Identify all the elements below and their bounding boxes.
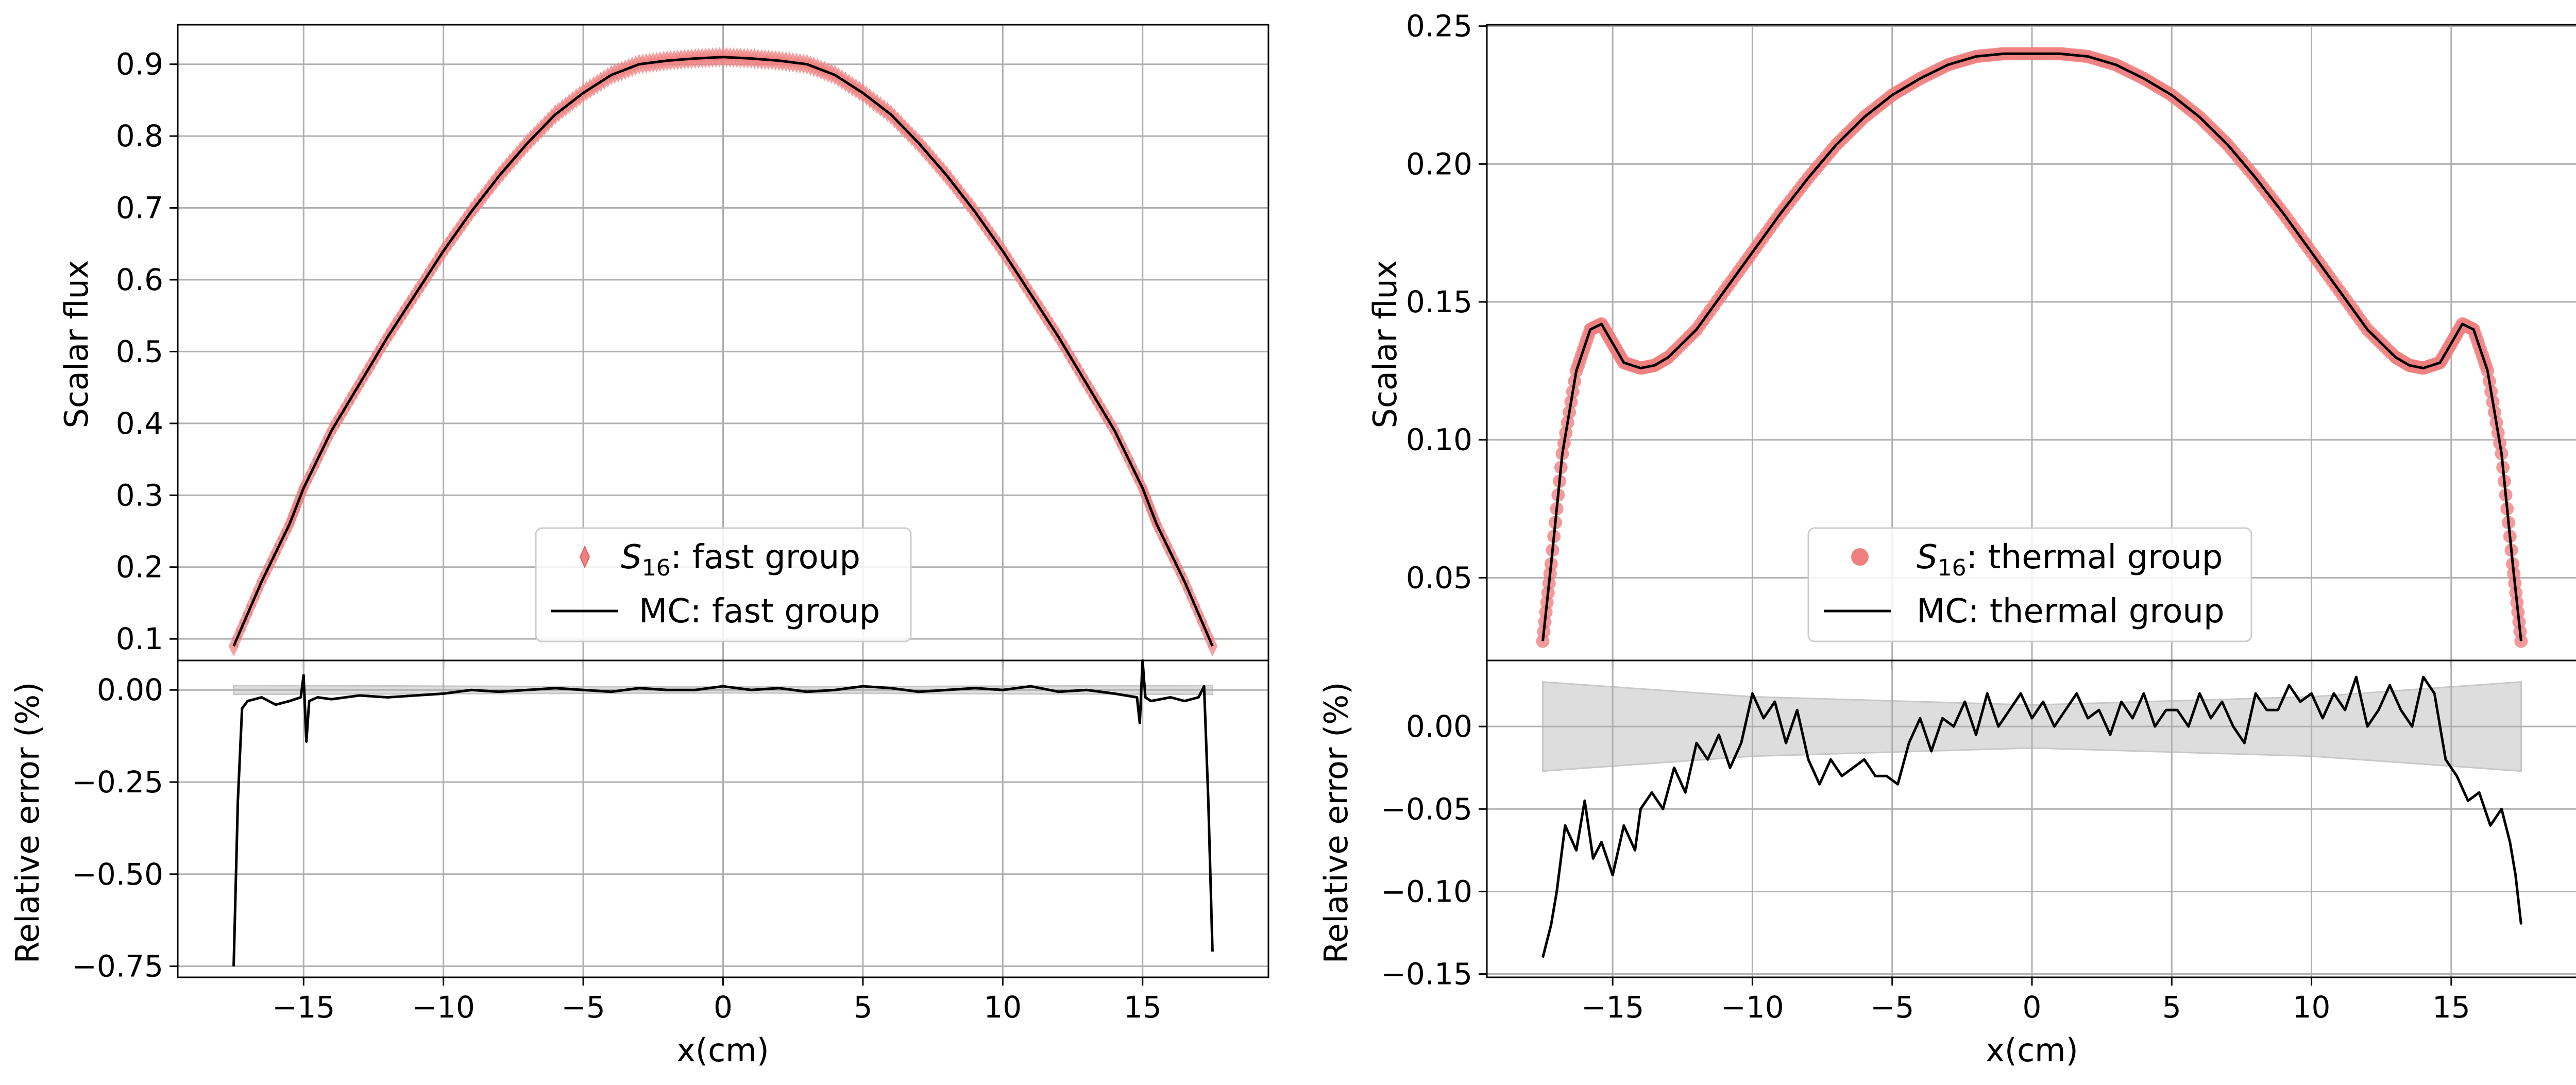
thermal-error-ytick-label: 0.00 [1406, 709, 1472, 744]
thermal-error-xlabel: x(cm) [1986, 1031, 2078, 1069]
fast-error-xtick-label: 10 [984, 990, 1022, 1025]
thermal-error-ytick-label: −0.10 [1381, 874, 1472, 909]
thermal-flux-ylabel: Scalar flux [1366, 260, 1404, 429]
thermal-flux-ytick-label: 0.10 [1406, 422, 1472, 457]
thermal-flux-legend-label-s16: S16: thermal group [1917, 538, 2223, 581]
fast-error-panel: −15 −10 −5 0 5 10 15 0.00 −0.25 −0.50 −0.75 Relati… [9, 659, 1269, 1069]
fast-error-ylabel: Relative error (%) [9, 682, 46, 964]
fast-flux-ytick-label: 0.5 [116, 334, 163, 369]
thermal-flux-ytick-label: 0.20 [1406, 146, 1472, 181]
thermal-error-xtick-label: 15 [2432, 990, 2470, 1025]
thermal-flux-ytick-label: 0.25 [1406, 9, 1472, 44]
thermal-error-line [1541, 675, 2522, 958]
fast-error-ytick-label: 0.00 [97, 672, 163, 707]
fast-flux-ytick-label: 0.8 [116, 118, 163, 154]
fast-flux-ytick-label: 0.4 [116, 406, 163, 441]
fast-flux-panel: 0.10.20.30.40.50.60.70.80.9 Scalar flux … [58, 24, 1269, 669]
fast-flux-legend-label-s16: S16: fast group [621, 538, 860, 581]
thermal-flux-panel: 0.05 0.10 0.15 0.20 0.25 Scalar flux S16: th… [1366, 9, 2576, 669]
fast-error-line [232, 659, 1214, 967]
fast-flux-ylabel: Scalar flux [58, 260, 95, 429]
fast-flux-legend-marker [579, 545, 590, 569]
fast-flux-legend-box [535, 527, 912, 642]
fast-flux-legend-label-mc: MC: fast group [639, 592, 880, 631]
thermal-flux-legend-box [1807, 527, 2252, 642]
thermal-flux-line [1541, 52, 2522, 641]
fast-error-ytick-label: −0.50 [72, 857, 163, 892]
thermal-flux-ytick-label: 0.05 [1406, 560, 1472, 595]
fast-error-xtick-label: 15 [1124, 990, 1162, 1025]
fast-error-xlabel: x(cm) [676, 1031, 769, 1069]
fast-error-frame [177, 659, 1269, 978]
thermal-flux-legend-marker [1851, 548, 1869, 566]
fast-error-ytick-label: −0.25 [72, 765, 163, 800]
fast-flux-ytick-label: 0.2 [116, 550, 163, 585]
fast-flux-ytick-label: 0.9 [116, 47, 163, 82]
fast-flux-legend: S16: fast group MC: fast group [535, 527, 912, 642]
fast-flux-ytick-label: 0.6 [116, 262, 163, 297]
thermal-error-xtick-label: −10 [1721, 990, 1784, 1025]
thermal-error-ylabel: Relative error (%) [1317, 682, 1355, 964]
fast-flux-ytick-label: 0.3 [116, 478, 163, 513]
fast-error-ytick-label: −0.75 [72, 949, 163, 984]
thermal-flux-legend-label-mc: MC: thermal group [1917, 592, 2225, 631]
thermal-error-xtick-label: 10 [2293, 990, 2331, 1025]
fast-error-xtick-label: 5 [853, 990, 872, 1025]
thermal-error-ytick-label: −0.05 [1381, 791, 1472, 826]
thermal-error-frame [1486, 659, 2576, 978]
fast-flux-line [232, 56, 1214, 647]
thermal-error-xtick-label: 0 [2023, 990, 2042, 1025]
fast-error-xtick-label: −15 [272, 990, 335, 1025]
thermal-error-xtick-label: 5 [2162, 990, 2181, 1025]
thermal-error-ytick-label: −0.15 [1381, 957, 1472, 992]
thermal-error-xtick-label: −15 [1581, 990, 1644, 1025]
fast-error-xtick-label: −5 [561, 990, 605, 1025]
fast-error-xtick-label: 0 [714, 990, 733, 1025]
fast-flux-ytick-label: 0.7 [116, 191, 163, 226]
thermal-flux-ytick-label: 0.15 [1406, 284, 1472, 319]
fast-flux-ytick-label: 0.1 [116, 621, 163, 656]
thermal-error-panel: −15 −10 −5 0 5 10 15 0.00 −0.05 −0.10 −0.15 Relati… [1317, 659, 2576, 1069]
thermal-error-xtick-label: −5 [1870, 990, 1914, 1025]
thermal-flux-legend: S16: thermal group MC: thermal group [1807, 527, 2252, 642]
fast-error-xtick-label: −10 [412, 990, 474, 1025]
